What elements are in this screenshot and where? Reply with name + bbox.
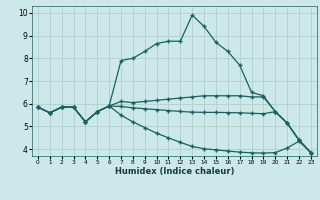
X-axis label: Humidex (Indice chaleur): Humidex (Indice chaleur) [115,167,234,176]
